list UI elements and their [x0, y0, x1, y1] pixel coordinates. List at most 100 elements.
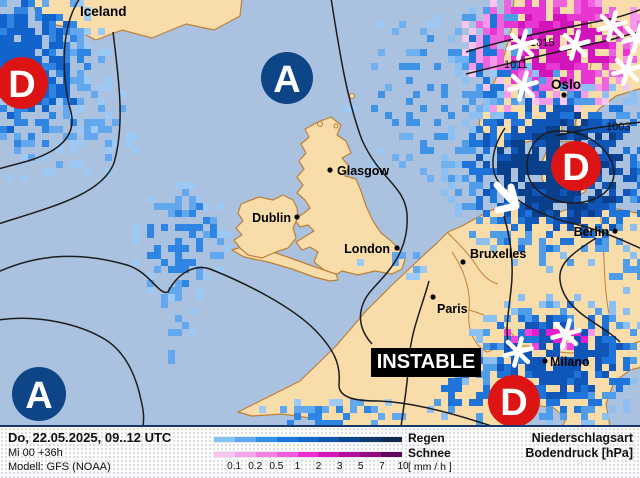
isobar-line: [0, 255, 492, 425]
rain-cell: [630, 161, 637, 168]
rain-cell: [525, 105, 532, 112]
rain-cell: [469, 98, 476, 105]
rain-cell: [182, 266, 189, 273]
rain-cell: [420, 140, 427, 147]
snow-cell: [532, 7, 539, 14]
rain-scale-segment: [255, 437, 277, 442]
rain-cell: [448, 49, 455, 56]
rain-cell: [546, 189, 553, 196]
rain-cell: [105, 154, 112, 161]
rain-cell: [0, 0, 7, 7]
rain-cell: [553, 399, 560, 406]
rain-cell: [35, 56, 42, 63]
rain-cell: [70, 98, 77, 105]
rain-cell: [581, 406, 588, 413]
snow-cell: [574, 14, 581, 21]
rain-cell: [476, 70, 483, 77]
rain-cell: [518, 217, 525, 224]
rain-cell: [504, 343, 511, 350]
rain-cell: [483, 105, 490, 112]
snow-cell: [511, 56, 518, 63]
rain-cell: [546, 133, 553, 140]
rain-cell: [154, 203, 161, 210]
rain-cell: [483, 210, 490, 217]
snow-scale-segment: [318, 452, 340, 457]
rain-cell: [490, 343, 497, 350]
rain-cell: [210, 224, 217, 231]
rain-cell: [35, 42, 42, 49]
snow-cell: [560, 56, 567, 63]
rain-cell: [609, 315, 616, 322]
snow-cell: [588, 14, 595, 21]
snow-cell: [511, 21, 518, 28]
rain-cell: [154, 252, 161, 259]
snow-scale-segment: [360, 452, 382, 457]
rain-cell: [210, 231, 217, 238]
rain-cell: [630, 175, 637, 182]
snow-cell: [595, 70, 602, 77]
rain-cell: [539, 140, 546, 147]
snowflake-icon: [550, 318, 582, 350]
rain-cell: [70, 49, 77, 56]
rain-cell: [609, 224, 616, 231]
rain-cell: [595, 112, 602, 119]
rain-cell: [616, 385, 623, 392]
rain-cell: [483, 49, 490, 56]
rain-cell: [518, 308, 525, 315]
rain-cell: [7, 112, 14, 119]
rain-scale-segment: [318, 437, 340, 442]
rain-cell: [609, 126, 616, 133]
snow-cell: [553, 35, 560, 42]
snow-cell: [595, 84, 602, 91]
rain-cell: [637, 266, 640, 273]
rain-cell: [49, 126, 56, 133]
rain-cell: [595, 119, 602, 126]
rain-cell: [588, 350, 595, 357]
snow-cell: [567, 63, 574, 70]
rain-cell: [301, 406, 308, 413]
rain-cell: [504, 161, 511, 168]
rain-cell: [329, 399, 336, 406]
rain-cell: [49, 42, 56, 49]
rain-cell: [616, 217, 623, 224]
rain-cell: [49, 168, 56, 175]
rain-cell: [595, 350, 602, 357]
rain-cell: [525, 231, 532, 238]
snow-cell: [623, 84, 630, 91]
city-marker-paris: Paris: [430, 294, 468, 316]
rain-cell: [567, 364, 574, 371]
rain-cell: [175, 280, 182, 287]
rain-cell: [581, 98, 588, 105]
rain-cell: [553, 119, 560, 126]
scale-tick: 2: [315, 461, 322, 472]
rain-cell: [490, 112, 497, 119]
snow-cell: [525, 21, 532, 28]
rain-cell: [56, 70, 63, 77]
rain-cell: [525, 315, 532, 322]
rain-cell: [196, 287, 203, 294]
rain-cell: [441, 154, 448, 161]
rain-cell: [581, 357, 588, 364]
city-label: Oslo: [551, 77, 581, 92]
snow-cell: [567, 84, 574, 91]
snow-cell: [560, 0, 567, 7]
rain-cell: [364, 406, 371, 413]
snow-cell: [560, 14, 567, 21]
rain-cell: [553, 378, 560, 385]
rain-cell: [546, 294, 553, 301]
rain-cell: [441, 91, 448, 98]
rain-cell: [616, 224, 623, 231]
snow-cell: [595, 98, 602, 105]
rain-cell: [343, 105, 350, 112]
rain-cell: [455, 189, 462, 196]
rain-cell: [532, 189, 539, 196]
rain-cell: [546, 175, 553, 182]
rain-cell: [525, 28, 532, 35]
rain-cell: [574, 196, 581, 203]
rain-cell: [504, 217, 511, 224]
rain-cell: [581, 413, 588, 420]
rain-cell: [462, 56, 469, 63]
snow-cell: [609, 7, 616, 14]
rain-cell: [602, 231, 609, 238]
map-canvas[interactable]: 1015 1011 1003 D A D A D Iceland Glasgow Dublin Lon…: [0, 0, 640, 425]
